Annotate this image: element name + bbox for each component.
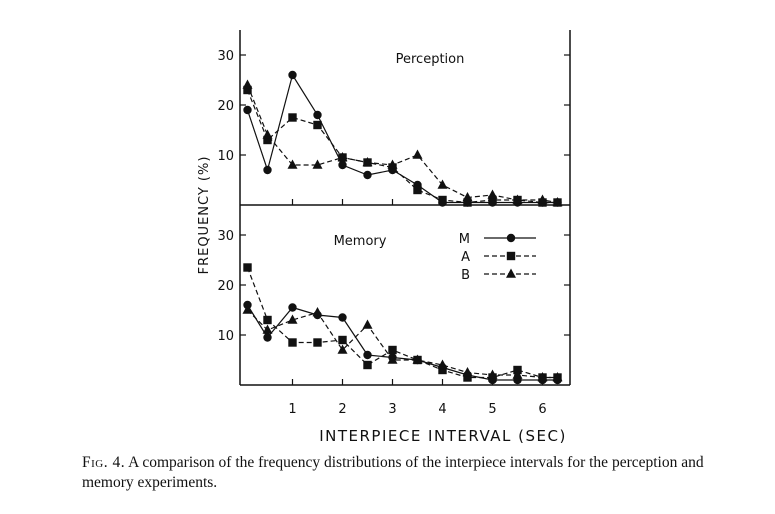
point-top-M — [243, 105, 252, 115]
panel-title-memory: Memory — [334, 234, 387, 249]
point-top-M — [263, 165, 272, 175]
point-bottom-A — [263, 315, 272, 325]
point-bottom-B — [462, 367, 473, 377]
x-tick-label: 2 — [338, 402, 346, 417]
y-tick-label: 30 — [217, 229, 234, 244]
point-bottom-M — [263, 333, 272, 342]
point-bottom-B — [537, 372, 548, 382]
point-bottom-A — [338, 335, 347, 345]
x-tick-label: 4 — [438, 402, 446, 417]
point-bottom-B — [262, 324, 273, 334]
point-bottom-B — [437, 359, 448, 369]
point-top-A — [488, 195, 497, 205]
y-tick-label: 20 — [217, 279, 234, 294]
point-bottom-M — [288, 303, 297, 312]
point-bottom-B — [287, 314, 298, 324]
point-top-B — [312, 159, 323, 169]
point-bottom-A — [438, 365, 447, 375]
legend-label-A: A — [461, 250, 470, 265]
y-tick-label: 10 — [217, 329, 234, 344]
legend: MAB — [459, 232, 536, 283]
point-top-M — [338, 160, 347, 170]
point-bottom-B — [487, 369, 498, 379]
point-bottom-A — [313, 338, 322, 347]
plot-frame — [239, 30, 571, 386]
y-axis-label: FREQUENCY (%) — [197, 156, 212, 275]
caption-lead: Fig. 4. — [82, 454, 126, 471]
point-bottom-A — [363, 360, 372, 370]
y-tick-label: 30 — [217, 49, 234, 64]
point-bottom-M — [363, 350, 372, 360]
point-bottom-B — [242, 304, 253, 314]
series-top-B — [242, 79, 563, 207]
point-bottom-B — [362, 319, 373, 329]
x-tick-label: 6 — [538, 402, 546, 417]
y-tick-label: 10 — [217, 149, 234, 164]
x-axis-label: INTERPIECE INTERVAL (SEC) — [319, 427, 567, 445]
point-top-B — [462, 192, 473, 202]
x-tick-label: 5 — [488, 402, 496, 417]
point-bottom-A — [463, 373, 472, 382]
point-bottom-B — [552, 372, 563, 382]
point-top-B — [362, 157, 373, 167]
series-top-M — [243, 70, 562, 207]
panel-title-perception: Perception — [396, 52, 465, 67]
point-top-A — [413, 185, 422, 195]
point-top-B — [262, 129, 273, 139]
point-bottom-A — [288, 338, 297, 347]
point-top-A — [438, 195, 447, 205]
point-top-B — [437, 179, 448, 189]
point-bottom-B — [387, 354, 398, 364]
legend-marker-M — [506, 233, 516, 243]
legend-label-M: M — [459, 232, 470, 247]
point-bottom-B — [312, 307, 323, 317]
series-bottom-B — [242, 304, 563, 382]
figure-caption: Fig. 4. A comparison of the frequency di… — [82, 453, 722, 493]
line-top-A — [246, 89, 558, 204]
point-top-B — [387, 159, 398, 169]
point-top-B — [487, 189, 498, 199]
point-bottom-B — [412, 354, 423, 364]
point-bottom-B — [337, 344, 348, 354]
point-bottom-M — [338, 313, 347, 322]
line-top-M — [246, 73, 558, 204]
legend-marker-A — [506, 251, 516, 261]
figure: 10 20 30 10 20 30 1 2 3 4 5 6 MAB Perception Memory… — [197, 30, 571, 445]
series-top-A — [243, 85, 562, 207]
point-top-M — [363, 170, 372, 180]
point-top-A — [263, 135, 272, 145]
point-top-A — [313, 120, 322, 130]
caption-text: A comparison of the frequency distributi… — [82, 454, 704, 491]
series-layer — [242, 70, 563, 385]
point-top-B — [512, 194, 523, 204]
axis-ticks: 10 20 30 10 20 30 1 2 3 4 5 6 — [217, 49, 570, 417]
point-top-B — [337, 152, 348, 162]
point-bottom-B — [512, 369, 523, 379]
point-bottom-A — [388, 345, 397, 355]
point-top-B — [537, 194, 548, 204]
point-top-M — [288, 70, 297, 80]
point-top-A — [288, 113, 297, 122]
legend-label-B: B — [461, 268, 470, 283]
x-tick-label: 1 — [288, 402, 296, 417]
point-bottom-A — [243, 263, 252, 272]
point-top-A — [243, 85, 252, 95]
point-top-B — [412, 149, 423, 159]
line-bottom-B — [247, 309, 558, 379]
x-tick-label: 3 — [388, 402, 396, 417]
legend-marker-B — [506, 268, 516, 278]
line-top-B — [246, 84, 558, 204]
point-top-B — [242, 79, 253, 89]
point-top-M — [313, 110, 322, 120]
point-top-B — [287, 159, 298, 169]
y-tick-label: 20 — [217, 99, 234, 114]
point-top-B — [552, 197, 563, 207]
point-top-A — [463, 198, 472, 207]
